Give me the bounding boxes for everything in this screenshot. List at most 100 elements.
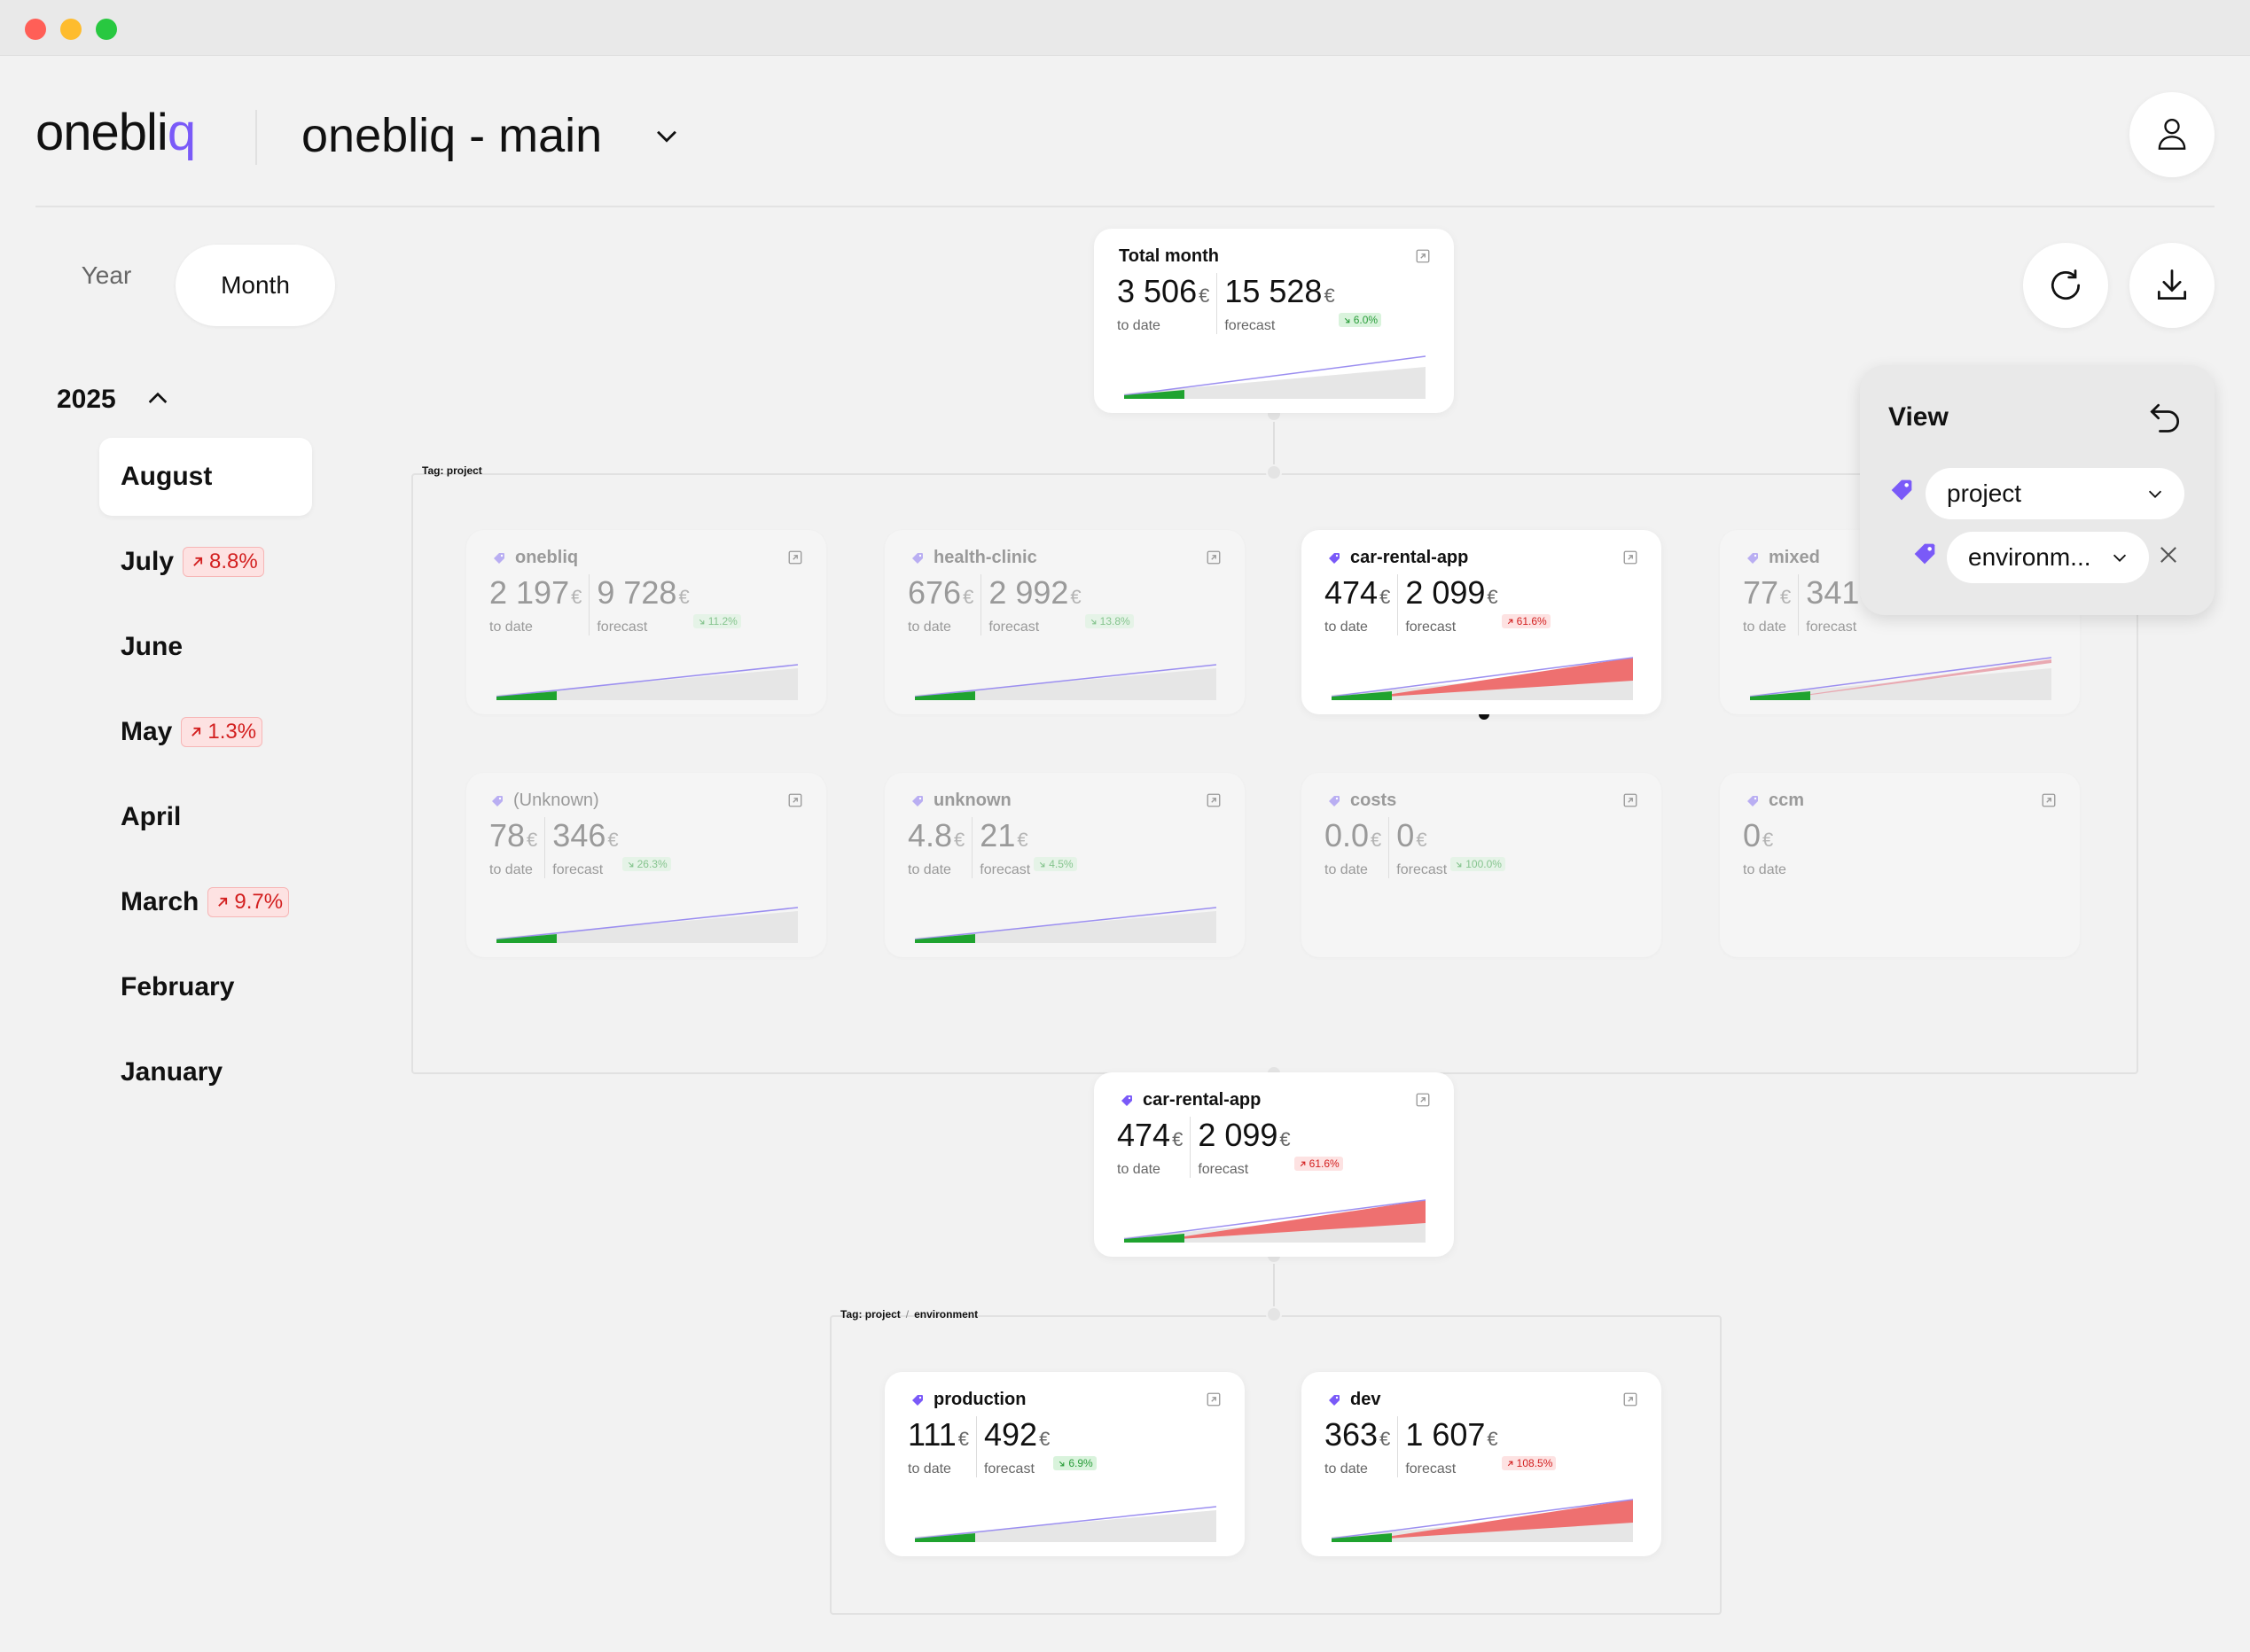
- month-item[interactable]: June: [99, 608, 312, 686]
- currency-symbol: €: [1487, 586, 1498, 608]
- sparkline-forecast-line: [915, 1506, 1216, 1539]
- tag-icon: [1891, 479, 1912, 501]
- close-window-button[interactable]: [25, 19, 46, 40]
- to-date-value: 77€: [1743, 574, 1791, 616]
- cost-card[interactable]: car-rental-app 474€ to date 2 099€ forecast 6…: [1094, 1072, 1454, 1257]
- month-change-value: 8.8%: [209, 549, 258, 573]
- expand-icon[interactable]: [1622, 549, 1638, 565]
- cost-sparkline: [1124, 355, 1426, 399]
- forecast-value: 492€: [984, 1416, 1050, 1458]
- cost-card[interactable]: onebliq 2 197€ to date 9 728€ forecast 11.2%: [466, 530, 826, 714]
- forecast-block: 2 992€ forecast: [980, 574, 1082, 635]
- month-item[interactable]: August: [99, 438, 312, 516]
- forecast-block: 9 728€ forecast: [589, 574, 690, 635]
- cost-card[interactable]: car-rental-app 474€ to date 2 099€ forecast 6…: [1301, 530, 1661, 714]
- month-item[interactable]: February: [99, 948, 312, 1026]
- expand-icon[interactable]: [1206, 549, 1222, 565]
- expand-icon[interactable]: [1415, 1092, 1431, 1108]
- card-title: unknown: [910, 791, 1012, 811]
- cost-card[interactable]: health-clinic 676€ to date 2 992€ forecast 13…: [885, 530, 1245, 714]
- sparkline-to-date: [915, 691, 975, 700]
- tag-icon: [1329, 1394, 1340, 1406]
- cost-card[interactable]: dev 363€ to date 1 607€ forecast 108.5%: [1301, 1372, 1661, 1556]
- cost-card[interactable]: unknown 4.8€ to date 21€ forecast 4.5%: [885, 773, 1245, 957]
- to-date-amount: 363: [1324, 1416, 1379, 1453]
- cost-sparkline: [915, 907, 1216, 943]
- expand-icon[interactable]: [1206, 1391, 1222, 1407]
- expand-icon[interactable]: [1622, 1391, 1638, 1407]
- cost-card[interactable]: costs 0.0€ to date 0€ forecast 100.0%: [1301, 773, 1661, 957]
- expand-icon[interactable]: [1622, 792, 1638, 808]
- forecast-label: forecast: [1396, 862, 1448, 877]
- month-change-badge: 9.7%: [207, 887, 290, 917]
- chevron-up-icon[interactable]: [144, 385, 172, 413]
- card-title: car-rental-app: [1326, 548, 1468, 568]
- forecast-change-value: 100.0%: [1465, 858, 1502, 870]
- cost-card[interactable]: (Unknown) 78€ to date 346€ forecast 26.3%: [466, 773, 826, 957]
- currency-symbol: €: [963, 586, 974, 608]
- cost-card[interactable]: ccm 0€ to date: [1720, 773, 2080, 957]
- to-date-amount: 78: [489, 817, 526, 853]
- currency-symbol: €: [1039, 1428, 1051, 1450]
- to-date-block: 474€ to date: [1324, 574, 1390, 635]
- forecast-label: forecast: [983, 1461, 1035, 1477]
- forecast-label: forecast: [1224, 318, 1276, 333]
- card-title: production: [910, 1390, 1026, 1410]
- expand-icon[interactable]: [2041, 792, 2057, 808]
- year-label[interactable]: 2025: [57, 385, 116, 414]
- refresh-button[interactable]: [2023, 243, 2108, 328]
- to-date-value: 474€: [1117, 1117, 1183, 1158]
- to-date-label: to date: [1324, 862, 1368, 877]
- trend-down-icon: [628, 861, 633, 867]
- forecast-label: forecast: [1405, 1461, 1457, 1477]
- view-level1-select[interactable]: project: [1926, 468, 2184, 519]
- card-title: car-rental-app: [1119, 1090, 1261, 1110]
- card-title: mixed: [1745, 548, 1820, 568]
- card-title-text: car-rental-app: [1143, 1090, 1262, 1110]
- expand-icon[interactable]: [1206, 792, 1222, 808]
- card-title-text: ccm: [1769, 791, 1805, 810]
- minimize-window-button[interactable]: [60, 19, 82, 40]
- month-item[interactable]: May 1.3%: [99, 693, 312, 771]
- to-date-block: 4.8€ to date: [908, 817, 965, 878]
- trend-down-icon: [1457, 861, 1462, 867]
- sparkline-forecast-line: [1124, 1199, 1426, 1240]
- period-year-button[interactable]: Year: [81, 261, 132, 289]
- to-date-block: 474€ to date: [1117, 1117, 1183, 1178]
- user-avatar-button[interactable]: [2129, 92, 2215, 177]
- expand-icon[interactable]: [1415, 248, 1431, 264]
- expand-icon[interactable]: [787, 549, 803, 565]
- workspace-name[interactable]: onebliq - main: [301, 109, 603, 162]
- currency-symbol: €: [607, 829, 619, 851]
- cost-card[interactable]: production 111€ to date 492€ forecast 6.9%: [885, 1372, 1245, 1556]
- forecast-block: 346€ forecast: [544, 817, 619, 878]
- month-item[interactable]: March 9.7%: [99, 863, 312, 941]
- to-date-amount: 676: [908, 574, 962, 611]
- view-level1-value: project: [1947, 479, 2022, 507]
- tag-icon: [912, 552, 923, 564]
- forecast-amount: 341: [1806, 574, 1860, 611]
- group-project-label: Tag: project: [422, 464, 482, 477]
- month-item[interactable]: July 8.8%: [99, 523, 312, 601]
- period-month-button[interactable]: Month: [176, 245, 335, 326]
- sparkline-area: [915, 1510, 1216, 1542]
- to-date-amount: 474: [1324, 574, 1379, 611]
- month-item[interactable]: January: [99, 1033, 312, 1111]
- sparkline-to-date: [1332, 691, 1392, 700]
- view-level2-select[interactable]: environm...: [1947, 532, 2149, 583]
- expand-icon[interactable]: [787, 792, 803, 808]
- close-icon[interactable]: [2156, 542, 2181, 567]
- forecast-change-value: 4.5%: [1049, 858, 1074, 870]
- download-button[interactable]: [2129, 243, 2215, 328]
- month-item[interactable]: April: [99, 778, 312, 856]
- trend-up-icon: [1507, 619, 1513, 624]
- undo-icon[interactable]: [2145, 397, 2184, 436]
- cost-card[interactable]: Total month 3 506€ to date 15 528€ forecast 6…: [1094, 229, 1454, 413]
- chevron-down-icon[interactable]: [652, 121, 682, 151]
- to-date-label: to date: [908, 1461, 951, 1477]
- forecast-change-value: 13.8%: [1099, 615, 1130, 627]
- card-title-text: mixed: [1769, 548, 1820, 567]
- maximize-window-button[interactable]: [96, 19, 117, 40]
- forecast-amount: 15 528: [1224, 273, 1323, 309]
- forecast-label: forecast: [980, 862, 1031, 877]
